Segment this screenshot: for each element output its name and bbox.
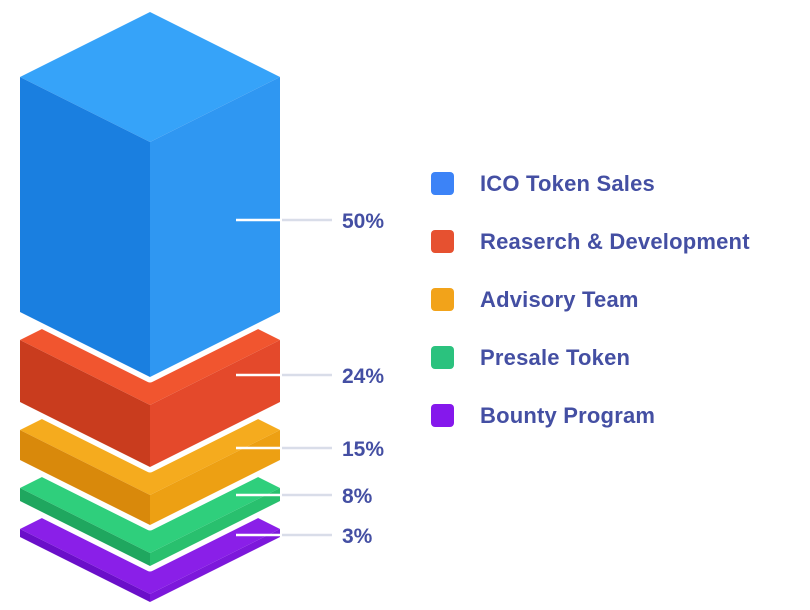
legend-swatch-green bbox=[431, 346, 454, 369]
legend-label: ICO Token Sales bbox=[480, 170, 655, 196]
segment-right-face bbox=[150, 529, 280, 602]
legend-item-bounty-program: Bounty Program bbox=[431, 402, 750, 428]
legend-label: Advisory Team bbox=[480, 286, 639, 312]
segment-right-face bbox=[150, 340, 280, 467]
legend-swatch-blue bbox=[431, 172, 454, 195]
legend-label: Bounty Program bbox=[480, 402, 656, 428]
legend-item-research-development: Reaserch & Development bbox=[431, 228, 750, 254]
segment-right-face bbox=[150, 77, 280, 377]
legend-label: Presale Token bbox=[480, 344, 631, 370]
legend: ICO Token Sales Reaserch & Development A… bbox=[431, 170, 750, 462]
percent-label: 3% bbox=[342, 525, 373, 548]
legend-item-presale-token: Presale Token bbox=[431, 344, 750, 370]
segment-left-face bbox=[20, 529, 150, 602]
percent-label: 50% bbox=[342, 210, 384, 233]
legend-label: Reaserch & Development bbox=[480, 228, 750, 254]
percent-label: 15% bbox=[342, 438, 384, 461]
legend-swatch-purple bbox=[431, 404, 454, 427]
segment-left-face bbox=[20, 340, 150, 467]
percent-label: 8% bbox=[342, 485, 373, 508]
segment-right-face bbox=[150, 488, 280, 566]
segment-left-face bbox=[20, 77, 150, 377]
legend-item-advisory-team: Advisory Team bbox=[431, 286, 750, 312]
legend-swatch-orange bbox=[431, 288, 454, 311]
segment-left-face bbox=[20, 430, 150, 525]
legend-item-ico-token-sales: ICO Token Sales bbox=[431, 170, 750, 196]
legend-swatch-red bbox=[431, 230, 454, 253]
segment-left-face bbox=[20, 488, 150, 566]
segment-right-face bbox=[150, 430, 280, 525]
percent-label: 24% bbox=[342, 365, 384, 388]
